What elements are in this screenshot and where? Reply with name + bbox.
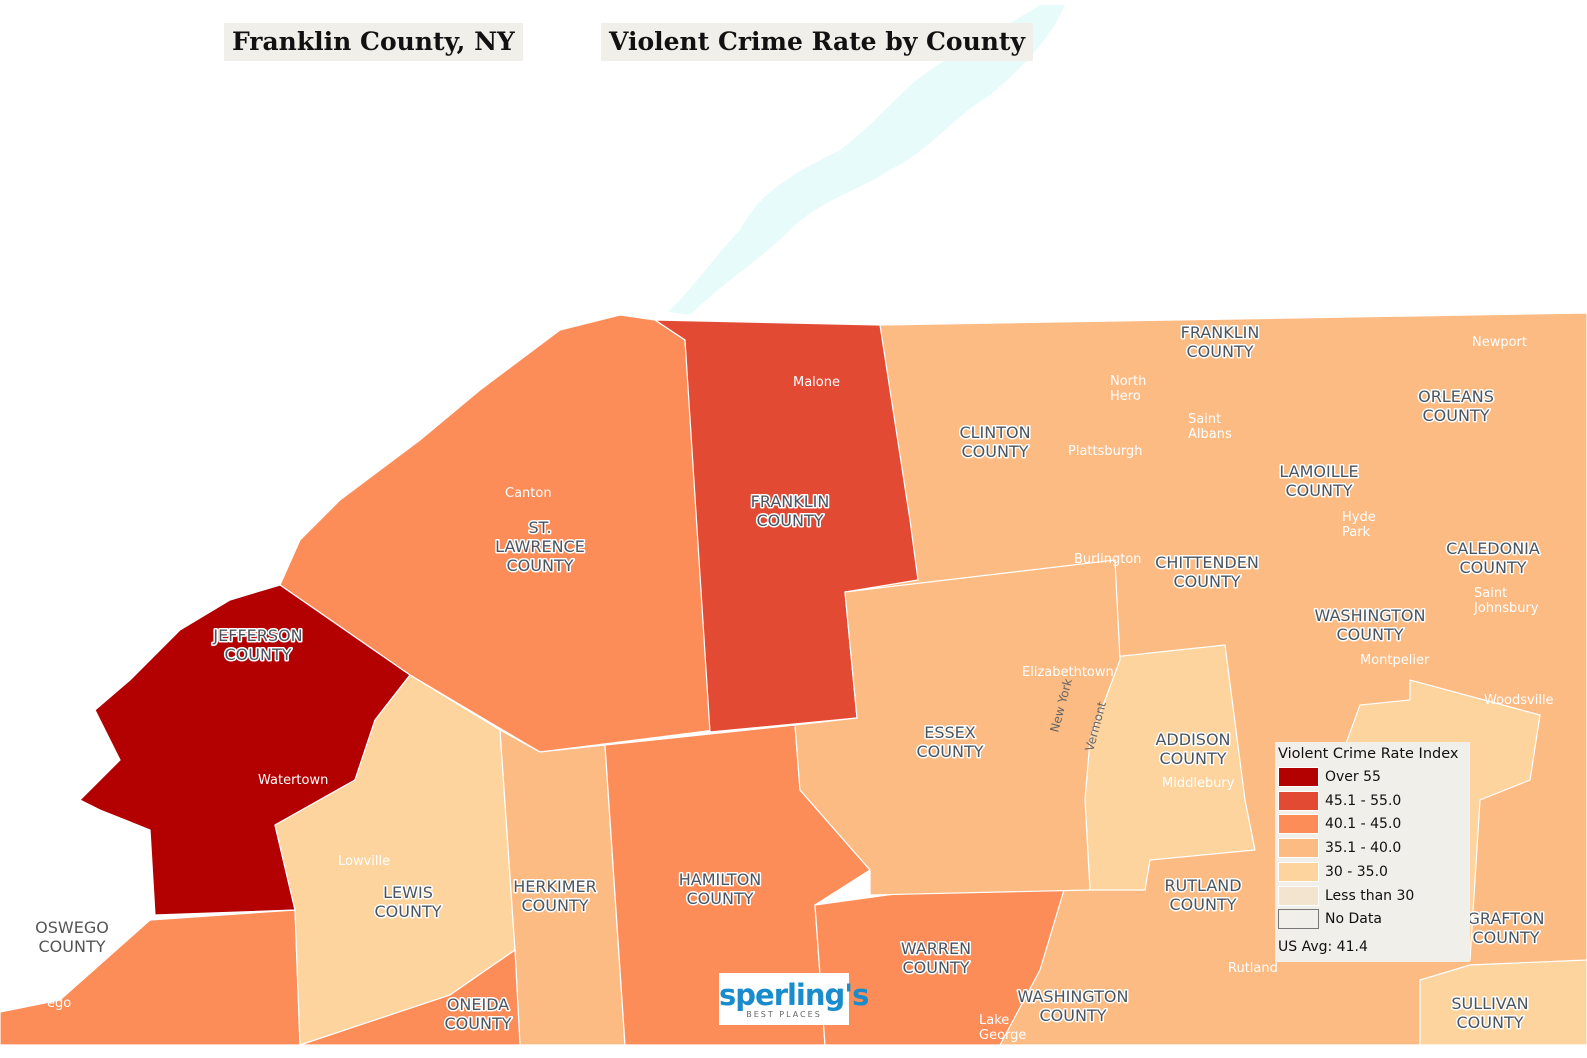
city-label: Saint Johnsbury: [1473, 586, 1539, 616]
legend-swatch: [1278, 838, 1319, 859]
county-label: CALEDONIA COUNTY: [1446, 539, 1540, 577]
county-label: RUTLAND COUNTY: [1164, 876, 1241, 914]
sullivan-county[interactable]: [1419, 959, 1587, 1046]
county-label: ONEIDA COUNTY: [445, 995, 512, 1033]
city-label: Canton: [505, 486, 552, 501]
county-label: JEFFERSON COUNTY: [212, 626, 302, 664]
us-average: US Avg: 41.4: [1278, 939, 1368, 955]
legend-label: No Data: [1325, 911, 1382, 928]
legend-label: 35.1 - 40.0: [1325, 840, 1402, 857]
legend-swatch: [1278, 909, 1319, 930]
legend-item: 40.1 - 45.0: [1278, 813, 1401, 835]
city-label: Watertown: [258, 773, 328, 788]
city-label: Burlington: [1074, 552, 1142, 567]
legend-swatch: [1278, 767, 1319, 787]
county-label: WASHINGTON COUNTY: [1315, 606, 1426, 644]
legend-swatch: [1278, 861, 1319, 882]
city-label: North Hero: [1110, 374, 1146, 404]
legend-label: 40.1 - 45.0: [1325, 816, 1402, 833]
legend-title: Violent Crime Rate Index: [1278, 746, 1459, 762]
county-label: ORLEANS COUNTY: [1418, 387, 1494, 425]
county-label: ADDISON COUNTY: [1155, 730, 1230, 768]
city-label: Newport: [1472, 335, 1527, 350]
location-title: Franklin County, NY: [224, 23, 523, 61]
city-label: Saint Albans: [1188, 412, 1232, 442]
city-label: Lake George: [979, 1013, 1026, 1043]
county-label: CHITTENDEN COUNTY: [1155, 553, 1259, 591]
legend-item: No Data: [1278, 908, 1382, 930]
county-label: WASHINGTON COUNTY: [1018, 987, 1129, 1025]
county-label: CLINTON COUNTY: [959, 423, 1030, 461]
city-label: Montpelier: [1360, 653, 1430, 668]
county-label: HAMILTON COUNTY: [679, 870, 762, 908]
city-label: Elizabethtown: [1022, 665, 1114, 680]
map-title: Violent Crime Rate by County: [601, 23, 1034, 61]
legend-label: Over 55: [1325, 769, 1381, 785]
city-label: Woodsville: [1484, 693, 1554, 708]
city-label: Malone: [793, 375, 840, 390]
legend-item: 35.1 - 40.0: [1278, 837, 1401, 859]
city-label: Middlebury: [1162, 776, 1235, 791]
county-label: FRANKLIN COUNTY: [1181, 323, 1260, 361]
sperlings-logo[interactable]: sperling's BEST PLACES: [719, 973, 869, 1025]
logo-brand: sperling's: [719, 978, 869, 1012]
legend-label: 30 - 35.0: [1325, 863, 1388, 880]
city-label: Rutland: [1228, 961, 1278, 976]
legend-item: Less than 30: [1278, 885, 1414, 907]
city-label: Hyde Park: [1342, 510, 1376, 540]
county-label: ST. LAWRENCE COUNTY: [495, 518, 585, 575]
county-label: ESSEX COUNTY: [917, 723, 984, 761]
st-lawrence-river: [668, 5, 1065, 315]
legend-swatch: [1278, 885, 1319, 906]
county-label: WARREN COUNTY: [901, 939, 971, 977]
legend-swatch: [1278, 790, 1319, 811]
county-label: FRANKLIN COUNTY: [751, 492, 830, 530]
legend-label: Less than 30: [1325, 887, 1415, 904]
legend-item: 45.1 - 55.0: [1278, 790, 1401, 812]
county-label: SULLIVAN COUNTY: [1451, 994, 1528, 1032]
city-label: ego: [47, 996, 71, 1011]
county-label: LEWIS COUNTY: [375, 883, 442, 921]
legend: Violent Crime Rate Index Over 55 45.1 - 5…: [1275, 742, 1470, 962]
logo-tagline: BEST PLACES: [746, 1010, 822, 1019]
legend-label: 45.1 - 55.0: [1325, 792, 1402, 809]
county-label: GRAFTON COUNTY: [1467, 909, 1544, 947]
county-label: HERKIMER COUNTY: [513, 877, 597, 915]
county-label: OSWEGO COUNTY: [35, 918, 109, 956]
city-label: Plattsburgh: [1068, 444, 1142, 459]
county-label: LAMOILLE COUNTY: [1279, 462, 1358, 500]
essex-county[interactable]: [794, 559, 1121, 896]
legend-item: 30 - 35.0: [1278, 861, 1388, 883]
legend-item: Over 55: [1278, 766, 1381, 788]
oneida-county[interactable]: [299, 948, 521, 1046]
legend-swatch: [1278, 814, 1319, 835]
city-label: Lowville: [338, 854, 390, 869]
